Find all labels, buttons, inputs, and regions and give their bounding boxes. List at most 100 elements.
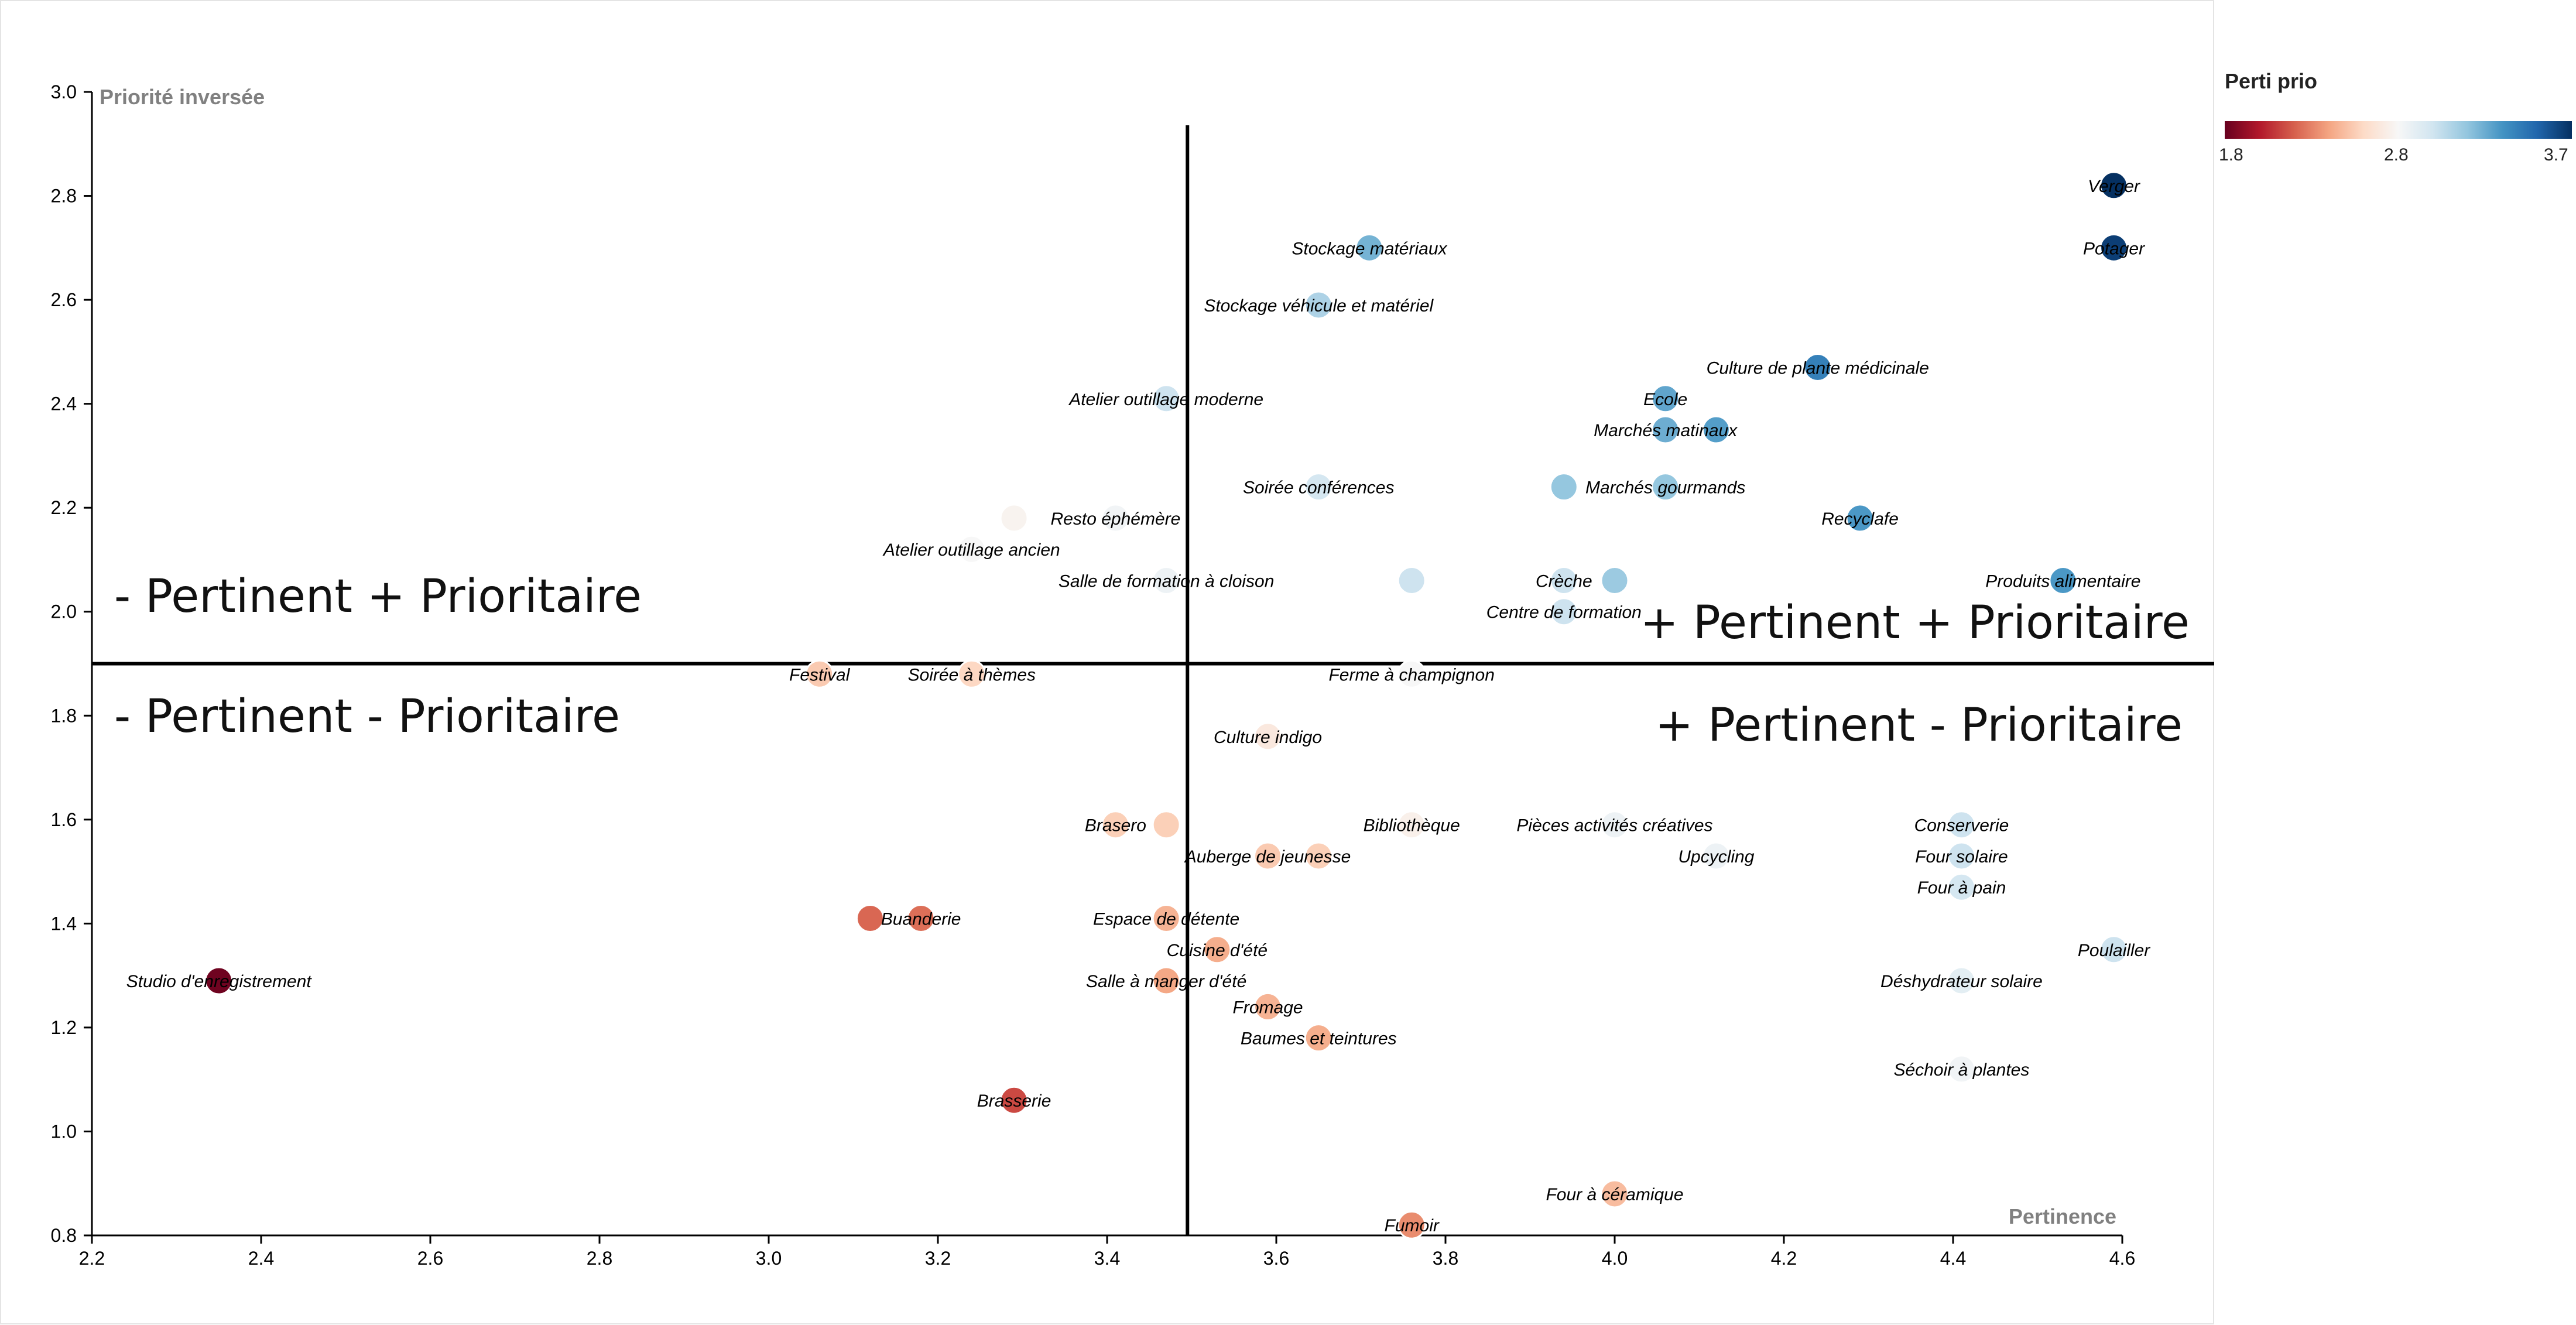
point-label: Salle à manger d'été: [1086, 972, 1246, 991]
data-point: [1203, 935, 1232, 964]
x-tick-label: 2.4: [248, 1248, 274, 1269]
point-label: Potager: [2083, 239, 2145, 258]
data-point: [1651, 384, 1680, 413]
data-point: [1101, 810, 1130, 840]
data-point: [1101, 504, 1130, 533]
point-label: Festival: [789, 665, 851, 684]
quadrant-labels: - Pertinent + Prioritaire + Pertinent + …: [114, 570, 2190, 752]
point-label: Conserverie: [1914, 816, 2009, 836]
data-point: [1947, 872, 1976, 902]
x-tick-label: 2.2: [79, 1248, 105, 1269]
x-tick-label: 2.8: [587, 1248, 612, 1269]
data-point: [1152, 566, 1181, 595]
point-label: Culture de plante médicinale: [1707, 358, 1929, 378]
quadrant-label-top-right: + Pertinent + Prioritaire: [1640, 597, 2190, 649]
point-label: Marchés matinaux: [1594, 421, 1738, 440]
x-tick-label: 4.6: [2109, 1248, 2135, 1269]
point-label: Baumes et teintures: [1241, 1029, 1397, 1049]
point-label: Cuisine d'été: [1167, 941, 1268, 960]
data-point: [1600, 566, 1629, 595]
data-point: [1549, 473, 1578, 502]
x-tick-label: 3.8: [1433, 1248, 1458, 1269]
point-label: Stockage véhicule et matériel: [1204, 296, 1434, 316]
x-tick-label: 3.6: [1263, 1248, 1289, 1269]
y-tick-label: 2.8: [51, 186, 77, 207]
point-label: Soirée conférences: [1243, 478, 1395, 498]
x-tick-label: 3.2: [925, 1248, 951, 1269]
data-point: [1701, 415, 1731, 444]
data-point: [1701, 841, 1731, 871]
point-label: Ferme à champignon: [1328, 665, 1494, 684]
x-axis-title: Pertinence: [2009, 1204, 2116, 1228]
data-point: [2099, 233, 2129, 262]
data-point: [999, 1086, 1029, 1115]
data-point: [1549, 597, 1578, 626]
point-label: Ecole: [1643, 390, 1687, 409]
data-point: [1549, 566, 1578, 595]
x-tick-label: 3.4: [1094, 1248, 1120, 1269]
point-label: Stockage matériaux: [1292, 239, 1447, 258]
data-point: [2099, 935, 2129, 964]
data-point: [1651, 415, 1680, 444]
point-label: Culture indigo: [1214, 728, 1322, 747]
data-point: [1947, 810, 1976, 840]
point-label: Déshydrateur solaire: [1880, 972, 2043, 991]
data-point: [1304, 473, 1333, 502]
y-tick-label: 2.6: [51, 289, 77, 310]
point-label: Crèche: [1536, 571, 1592, 591]
quadrant-label-bottom-left: - Pertinent - Prioritaire: [114, 690, 620, 743]
y-tick-label: 1.4: [51, 913, 77, 934]
y-tick-label: 2.0: [51, 601, 77, 622]
point-label: Auberge de jeunesse: [1184, 847, 1351, 867]
data-point: [2099, 171, 2129, 200]
y-tick-label: 1.2: [51, 1017, 77, 1038]
point-label: Buanderie: [881, 909, 961, 929]
y-tick-label: 2.4: [51, 393, 77, 415]
x-tick-label: 4.4: [1940, 1248, 1966, 1269]
data-point: [957, 659, 986, 689]
y-tick-label: 2.2: [51, 497, 77, 518]
data-point: [906, 903, 936, 933]
legend-min-label: 1.8: [2219, 145, 2243, 165]
point-label: Brasserie: [977, 1091, 1051, 1111]
data-point: [1845, 504, 1875, 533]
point-label: Marchés gourmands: [1585, 478, 1745, 498]
point-label: Four à pain: [1917, 878, 2006, 898]
quadrant-label-top-left: - Pertinent + Prioritaire: [114, 570, 642, 623]
data-point: [1397, 1210, 1426, 1240]
x-tick-label: 3.0: [756, 1248, 782, 1269]
y-tick-label: 1.0: [51, 1121, 77, 1142]
axes: 2.2 2.4 2.6 2.8 3.0 3.2 3.4 3.6 3.8 4.0 4.2 4.4 4.6 0…: [51, 81, 2136, 1269]
point-label: Soirée à thèmes: [908, 665, 1036, 684]
y-axis-title: Priorité inversée: [100, 85, 265, 109]
point-label: Atelier outillage moderne: [1068, 390, 1263, 409]
point-label: Recyclafe: [1821, 509, 1899, 529]
data-point: [1651, 473, 1680, 502]
point-label: Fromage: [1233, 998, 1303, 1017]
data-point: [1152, 966, 1181, 995]
legend-mid-label: 2.8: [2384, 145, 2409, 165]
data-point: [1947, 1054, 1976, 1084]
data-point: [1803, 352, 1832, 382]
point-label: Pièces activités créatives: [1516, 816, 1712, 836]
point-label: Salle de formation à cloison: [1059, 571, 1275, 591]
data-point: [1947, 966, 1976, 995]
data-point: [1947, 841, 1976, 871]
data-point: [805, 659, 834, 689]
point-label: Atelier outillage ancien: [882, 540, 1060, 560]
point-label: Centre de formation: [1486, 603, 1642, 622]
legend-colorbar: [2225, 121, 2572, 139]
data-point: [204, 966, 234, 995]
y-tick-label: 1.6: [51, 809, 77, 830]
data-point: [957, 535, 986, 564]
data-point: [1152, 810, 1181, 840]
x-tick-label: 4.0: [1602, 1248, 1628, 1269]
point-label: Brasero: [1085, 816, 1146, 836]
point-label: Resto éphémère: [1051, 509, 1181, 529]
y-tick-label: 3.0: [51, 81, 77, 102]
point-label: Four à céramique: [1546, 1185, 1683, 1204]
data-point: [1397, 659, 1426, 689]
data-point: [1304, 1023, 1333, 1053]
scatter-chart: 2.2 2.4 2.6 2.8 3.0 3.2 3.4 3.6 3.8 4.0 4.2 4.4 4.6 0…: [51, 81, 2214, 1269]
point-label: Produits alimentaire: [1985, 571, 2140, 591]
